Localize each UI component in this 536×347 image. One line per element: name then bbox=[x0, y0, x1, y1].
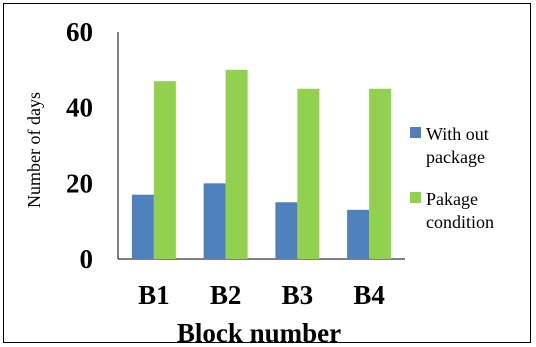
bar-package-condition-b3 bbox=[297, 88, 320, 259]
legend-label: package bbox=[426, 147, 485, 167]
y-tick-label: 0 bbox=[80, 244, 94, 274]
x-axis-title: Block number bbox=[177, 318, 341, 347]
bar-without-package-b1 bbox=[131, 194, 154, 259]
bar-package-condition-b1 bbox=[153, 81, 176, 259]
bar-package-condition-b2 bbox=[225, 69, 248, 259]
y-tick-label: 60 bbox=[66, 17, 93, 47]
y-tick-labels: 0 20 40 60 bbox=[66, 17, 93, 274]
legend-label: Pakage bbox=[426, 189, 478, 209]
bar-package-condition-b4 bbox=[369, 88, 392, 259]
x-tick-label: B1 bbox=[138, 280, 170, 310]
y-tick-label: 40 bbox=[66, 93, 93, 123]
chart-frame bbox=[3, 3, 531, 343]
y-axis-title: Number of days bbox=[24, 92, 44, 208]
x-tick-label: B4 bbox=[353, 280, 385, 310]
legend-label: condition bbox=[426, 212, 494, 232]
x-tick-label: B2 bbox=[210, 280, 242, 310]
bars bbox=[131, 69, 392, 259]
bar-without-package-b2 bbox=[203, 183, 226, 259]
legend-swatch bbox=[410, 192, 421, 203]
legend-swatch bbox=[410, 127, 421, 138]
category-labels: B1 B2 B3 B4 bbox=[138, 280, 385, 310]
y-tick-label: 20 bbox=[66, 168, 93, 198]
bar-without-package-b4 bbox=[347, 209, 370, 259]
x-tick-label: B3 bbox=[282, 280, 314, 310]
legend-label: With out bbox=[426, 124, 489, 144]
bar-without-package-b3 bbox=[275, 202, 298, 259]
legend: With out package Pakage condition bbox=[410, 124, 494, 232]
